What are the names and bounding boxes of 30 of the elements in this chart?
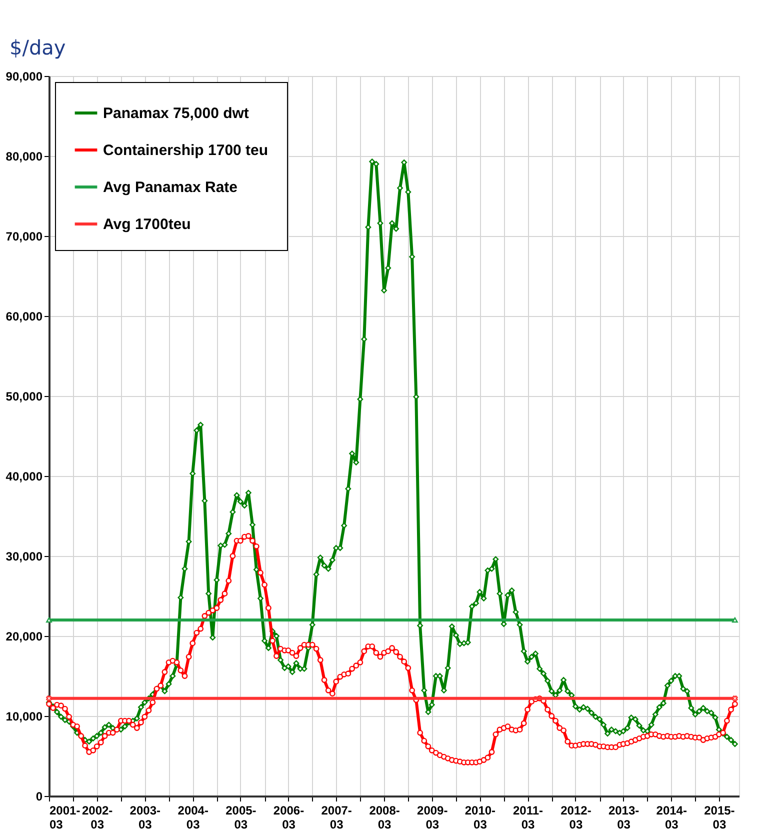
x-tick-label: 2009- 03 [417, 804, 448, 832]
legend-label: Containership 1700 teu [103, 142, 268, 159]
x-tick-label: 2007- 03 [321, 804, 352, 832]
y-tick-label: 70,000 [6, 230, 43, 244]
y-tick-label: 80,000 [6, 150, 43, 164]
legend-label: Avg Panamax Rate [103, 179, 238, 196]
x-tick-label: 2005- 03 [226, 804, 256, 832]
x-tick-label: 2013- 03 [608, 804, 640, 832]
x-tick-label: 2004- 03 [178, 804, 208, 832]
y-tick-label: 40,000 [6, 470, 43, 484]
x-tick-label: 2008- 03 [369, 804, 400, 832]
y-tick-label: 10,000 [6, 710, 43, 724]
y-axis-title: $/day [10, 36, 66, 60]
y-tick-label: 0 [36, 790, 43, 804]
x-tick-label: 2011- 03 [513, 804, 544, 832]
x-tick-label: 2003- 03 [130, 804, 161, 832]
y-tick-label: 90,000 [6, 70, 43, 84]
y-tick-label: 60,000 [6, 310, 43, 324]
x-tick-label: 2006- 03 [273, 804, 304, 832]
y-tick-label: 50,000 [6, 390, 43, 404]
legend-label: Avg 1700teu [103, 216, 191, 233]
x-tick-label: 2015- 03 [704, 804, 735, 832]
x-tick-label: 2002- 03 [82, 804, 113, 832]
legend-label: Panamax 75,000 dwt [103, 105, 249, 122]
x-tick-label: 2012- 03 [560, 804, 592, 832]
x-tick-label: 2010- 03 [464, 804, 496, 832]
x-tick-label: 2014- 03 [656, 804, 687, 832]
y-tick-label: 30,000 [6, 550, 43, 564]
y-tick-label: 20,000 [6, 630, 43, 644]
x-tick-label: 2001- 03 [50, 804, 80, 832]
